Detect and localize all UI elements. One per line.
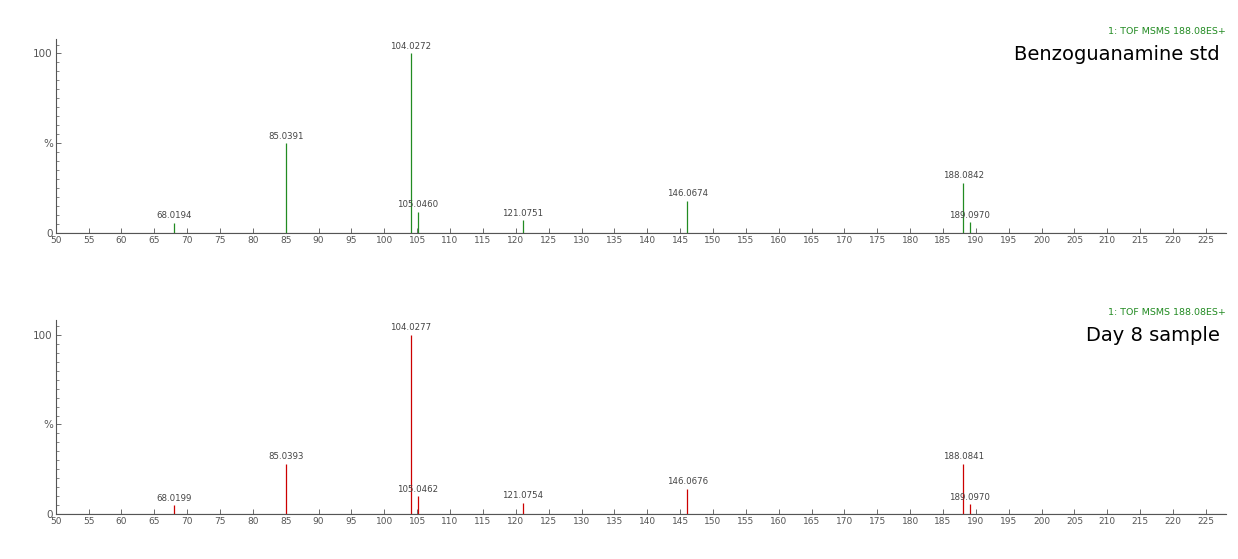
Text: 68.0199: 68.0199: [156, 494, 192, 503]
Text: 1: TOF MSMS 188.08ES+: 1: TOF MSMS 188.08ES+: [1108, 309, 1226, 318]
Text: 104.0272: 104.0272: [390, 42, 431, 51]
Text: 189.0970: 189.0970: [950, 492, 990, 502]
Text: 188.0841: 188.0841: [942, 452, 984, 461]
Text: 146.0676: 146.0676: [666, 477, 708, 486]
Text: 85.0393: 85.0393: [269, 452, 303, 461]
Text: Benzoguanamine std: Benzoguanamine std: [1014, 45, 1219, 64]
Text: 146.0674: 146.0674: [666, 189, 708, 198]
Text: 188.0842: 188.0842: [942, 171, 984, 180]
Text: 121.0751: 121.0751: [503, 209, 543, 218]
Text: 68.0194: 68.0194: [156, 211, 192, 220]
Text: 121.0754: 121.0754: [503, 491, 543, 500]
Text: 85.0391: 85.0391: [269, 131, 303, 141]
Text: 105.0460: 105.0460: [397, 200, 438, 209]
Text: 104.0277: 104.0277: [390, 323, 431, 332]
Text: 1: TOF MSMS 188.08ES+: 1: TOF MSMS 188.08ES+: [1108, 27, 1226, 36]
Text: Day 8 sample: Day 8 sample: [1086, 326, 1219, 345]
Text: 105.0462: 105.0462: [397, 485, 438, 494]
Text: 189.0970: 189.0970: [950, 211, 990, 220]
